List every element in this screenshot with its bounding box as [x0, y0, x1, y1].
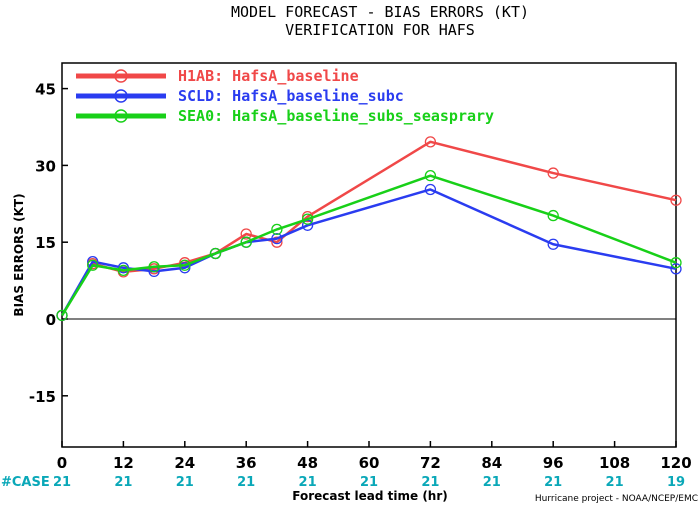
data-point [271, 223, 283, 236]
y-tick-label: 45 [35, 81, 56, 99]
x-tick-label: 60 [359, 454, 380, 472]
case-count: 21 [53, 475, 71, 490]
credit-text: Hurricane project - NOAA/NCEP/EMC [535, 494, 698, 504]
data-point [209, 247, 222, 260]
case-count: 21 [483, 475, 501, 490]
case-count: 21 [237, 475, 255, 490]
x-tick-label: 12 [113, 454, 134, 472]
data-point [240, 228, 252, 240]
data-point [240, 236, 252, 248]
y-axis-label: BIAS ERRORS (KT) [12, 193, 26, 316]
data-point [547, 209, 559, 222]
data-point [547, 167, 559, 179]
data-point [670, 263, 682, 275]
y-tick-label: 0 [46, 311, 56, 329]
case-count: 21 [606, 475, 624, 490]
data-point [547, 238, 559, 250]
x-tick-label: 72 [420, 454, 441, 472]
legend-label: SEA0: HafsA_baseline_subs_seasprary [178, 107, 494, 125]
case-row-label: #CASE [1, 475, 50, 490]
case-count: 21 [299, 475, 317, 490]
series-2 [56, 183, 682, 322]
legend-label: SCLD: HafsA_baseline_subc [178, 87, 404, 105]
legend: H1AB: HafsA_baseline SCLD: HafsA_baseline… [76, 67, 494, 125]
case-count: 21 [114, 475, 132, 490]
data-point [148, 261, 160, 273]
case-count: 21 [544, 475, 562, 490]
x-tick-label: 48 [297, 454, 318, 472]
data-point [179, 259, 191, 271]
data-point [117, 264, 130, 277]
y-tick-label: -15 [29, 388, 56, 406]
data-point [271, 232, 283, 245]
data-point [424, 183, 437, 196]
legend-entry-3: SEA0: HafsA_baseline_subs_seasprary [76, 107, 494, 125]
data-point [301, 213, 314, 225]
case-count: 21 [176, 475, 194, 490]
data-point [670, 257, 682, 269]
data-point [424, 136, 437, 148]
x-tick-label: 36 [236, 454, 257, 472]
case-count-row: #CASE 21 21 21 21 21 21 21 21 21 21 19 [1, 475, 685, 490]
y-axis: -15 0 15 30 45 [29, 81, 68, 406]
data-point [424, 169, 437, 182]
x-tick-label: 96 [543, 454, 564, 472]
case-count: 21 [421, 475, 439, 490]
chart-title: MODEL FORECAST - BIAS ERRORS (KT) [231, 3, 529, 21]
legend-label: H1AB: HafsA_baseline [178, 67, 359, 85]
legend-marker [114, 89, 128, 103]
series-3 [56, 169, 682, 322]
legend-marker [114, 109, 128, 123]
case-count: 21 [360, 475, 378, 490]
y-tick-label: 15 [35, 234, 56, 252]
series-line [60, 188, 677, 317]
legend-entry-2: SCLD: HafsA_baseline_subc [76, 87, 404, 105]
series-line [60, 174, 677, 317]
x-tick-label: 120 [660, 454, 691, 472]
chart-subtitle: VERIFICATION FOR HAFS [285, 21, 475, 39]
data-point [56, 309, 68, 322]
legend-marker [114, 69, 128, 83]
x-tick-label: 84 [481, 454, 502, 472]
data-point [87, 259, 99, 271]
legend-entry-1: H1AB: HafsA_baseline [76, 67, 359, 85]
x-tick-label: 0 [57, 454, 67, 472]
x-axis: 0 12 24 36 48 60 72 84 96 108 120 [57, 441, 692, 472]
case-count: 19 [667, 475, 685, 490]
x-tick-label: 24 [174, 454, 195, 472]
data-point [271, 236, 283, 248]
x-axis-label: Forecast lead time (hr) [292, 489, 448, 503]
series-layer [56, 136, 682, 322]
data-point [670, 194, 682, 206]
x-tick-label: 108 [599, 454, 630, 472]
y-tick-label: 30 [35, 157, 56, 175]
